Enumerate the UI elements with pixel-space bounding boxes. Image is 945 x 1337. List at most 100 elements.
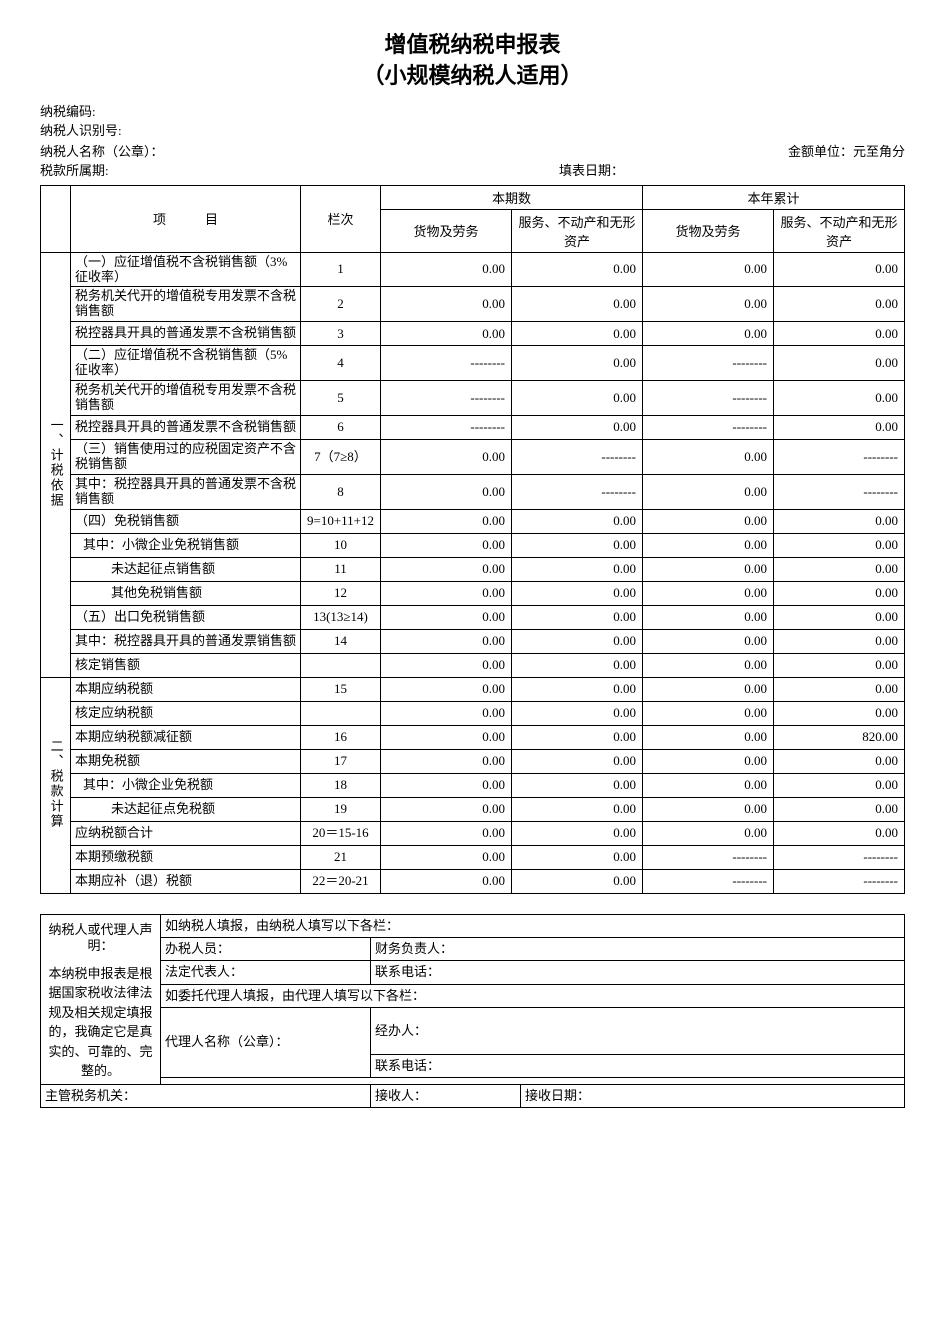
table-row: 税务机关代开的增值税专用发票不含税销售额20.000.000.000.00 [41,287,905,322]
lanci-cell: 17 [301,749,381,773]
period-label: 税款所属期: [40,160,386,179]
section-label: 二、税款计算 [41,677,71,701]
handler-label: 经办人： [371,1007,905,1054]
value-cell: 0.00 [512,346,643,381]
footer-table: 纳税人或代理人声明： 如纳税人填报，由纳税人填写以下各栏： 办税人员： 财务负责… [40,914,905,1108]
table-row: 其中：小微企业免税销售额100.000.000.000.00 [41,533,905,557]
lanci-cell: 21 [301,845,381,869]
item-cell: 本期应补（退）税额 [71,869,301,893]
item-cell: 本期免税额 [71,749,301,773]
value-cell: 0.00 [381,605,512,629]
value-cell: 820.00 [774,725,905,749]
table-row: 税控器具开具的普通发票不含税销售额30.000.000.000.00 [41,322,905,346]
tax-code-label: 纳税编码: [40,102,905,122]
item-cell: 本期应纳税额 [71,677,301,701]
table-row: 税务机关代开的增值税专用发票不含税销售额5--------0.00-------… [41,381,905,416]
table-row: 本期应纳税额减征额160.000.000.00820.00 [41,725,905,749]
lanci-cell: 5 [301,381,381,416]
lanci-cell: 18 [301,773,381,797]
value-cell: 0.00 [774,629,905,653]
value-cell: -------- [774,440,905,475]
item-cell: 本期应纳税额减征额 [71,725,301,749]
lanci-cell: 4 [301,346,381,381]
lanci-cell: 8 [301,474,381,509]
lanci-cell: 19 [301,797,381,821]
table-row: 本期应补（退）税额22＝20-210.000.00---------------… [41,869,905,893]
value-cell: 0.00 [381,474,512,509]
value-cell: 0.00 [774,287,905,322]
value-cell: 0.00 [512,416,643,440]
value-cell: 0.00 [381,440,512,475]
lanci-cell: 9=10+11+12 [301,509,381,533]
item-cell: 税务机关代开的增值税专用发票不含税销售额 [71,287,301,322]
table-row: 税控器具开具的普通发票不含税销售额6--------0.00--------0.… [41,416,905,440]
hdr-section-blank [41,185,71,252]
value-cell: 0.00 [774,701,905,725]
item-cell: 税务机关代开的增值税专用发票不含税销售额 [71,381,301,416]
value-cell: -------- [381,381,512,416]
table-row: 核定应纳税额0.000.000.000.00 [41,701,905,725]
value-cell: -------- [643,381,774,416]
form-title-block: 增值税纳税申报表 （小规模纳税人适用） [40,30,905,92]
lanci-cell: 22＝20-21 [301,869,381,893]
value-cell: 0.00 [774,557,905,581]
filled-by-agent-label: 如委托代理人填报，由代理人填写以下各栏： [161,984,905,1007]
value-cell: 0.00 [381,581,512,605]
item-cell: （二）应征增值税不含税销售额（5%征收率） [71,346,301,381]
value-cell: -------- [774,869,905,893]
value-cell: 0.00 [512,845,643,869]
value-cell: 0.00 [381,533,512,557]
hdr-lanci: 栏次 [301,185,381,252]
hdr-ytd-serv: 服务、不动产和无形资产 [774,209,905,252]
value-cell: 0.00 [381,629,512,653]
table-row: 一、计税依据（一）应征增值税不含税销售额（3%征收率）10.000.000.00… [41,252,905,287]
value-cell: 0.00 [381,821,512,845]
table-row: （三）销售使用过的应税固定资产不含税销售额7（7≥8）0.00--------0… [41,440,905,475]
table-row: 未达起征点免税额190.000.000.000.00 [41,797,905,821]
value-cell: 0.00 [381,797,512,821]
value-cell: 0.00 [643,701,774,725]
value-cell: 0.00 [512,381,643,416]
value-cell: 0.00 [381,869,512,893]
value-cell: 0.00 [512,821,643,845]
value-cell: 0.00 [643,557,774,581]
title-line-1: 增值税纳税申报表 [40,30,905,61]
lanci-cell: 10 [301,533,381,557]
taxpayer-name-label: 纳税人名称（公章）： [40,141,386,160]
table-row: （二）应征增值税不含税销售额（5%征收率）4--------0.00------… [41,346,905,381]
value-cell: 0.00 [643,252,774,287]
item-cell: 税控器具开具的普通发票不含税销售额 [71,322,301,346]
item-cell: 应纳税额合计 [71,821,301,845]
value-cell: 0.00 [381,749,512,773]
value-cell: 0.00 [774,533,905,557]
tax-staff-label: 办税人员： [161,938,371,961]
value-cell: 0.00 [381,557,512,581]
lanci-cell: 1 [301,252,381,287]
value-cell: 0.00 [774,509,905,533]
table-row: 本期免税额170.000.000.000.00 [41,749,905,773]
value-cell: 0.00 [512,749,643,773]
value-cell: 0.00 [512,677,643,701]
value-cell: 0.00 [381,773,512,797]
agent-name-label: 代理人名称（公章）： [161,1007,371,1077]
phone-label-2: 联系电话： [371,1054,905,1077]
hdr-ytd-goods: 货物及劳务 [643,209,774,252]
value-cell: 0.00 [512,701,643,725]
value-cell: 0.00 [512,653,643,677]
value-cell: 0.00 [381,701,512,725]
item-cell: （四）免税销售额 [71,509,301,533]
item-cell: 核定销售额 [71,653,301,677]
value-cell: 0.00 [512,322,643,346]
lanci-cell: 11 [301,557,381,581]
value-cell: 0.00 [512,629,643,653]
item-cell: （一）应征增值税不含税销售额（3%征收率） [71,252,301,287]
value-cell: 0.00 [643,581,774,605]
legal-rep-label: 法定代表人： [161,961,371,984]
hdr-item: 项 目 [71,185,301,252]
lanci-cell: 20＝15-16 [301,821,381,845]
hdr-cur-serv: 服务、不动产和无形资产 [512,209,643,252]
item-cell: 其中：小微企业免税销售额 [71,533,301,557]
table-row: 其中：税控器具开具的普通发票不含税销售额80.00--------0.00---… [41,474,905,509]
item-cell: 本期预缴税额 [71,845,301,869]
value-cell: 0.00 [381,287,512,322]
